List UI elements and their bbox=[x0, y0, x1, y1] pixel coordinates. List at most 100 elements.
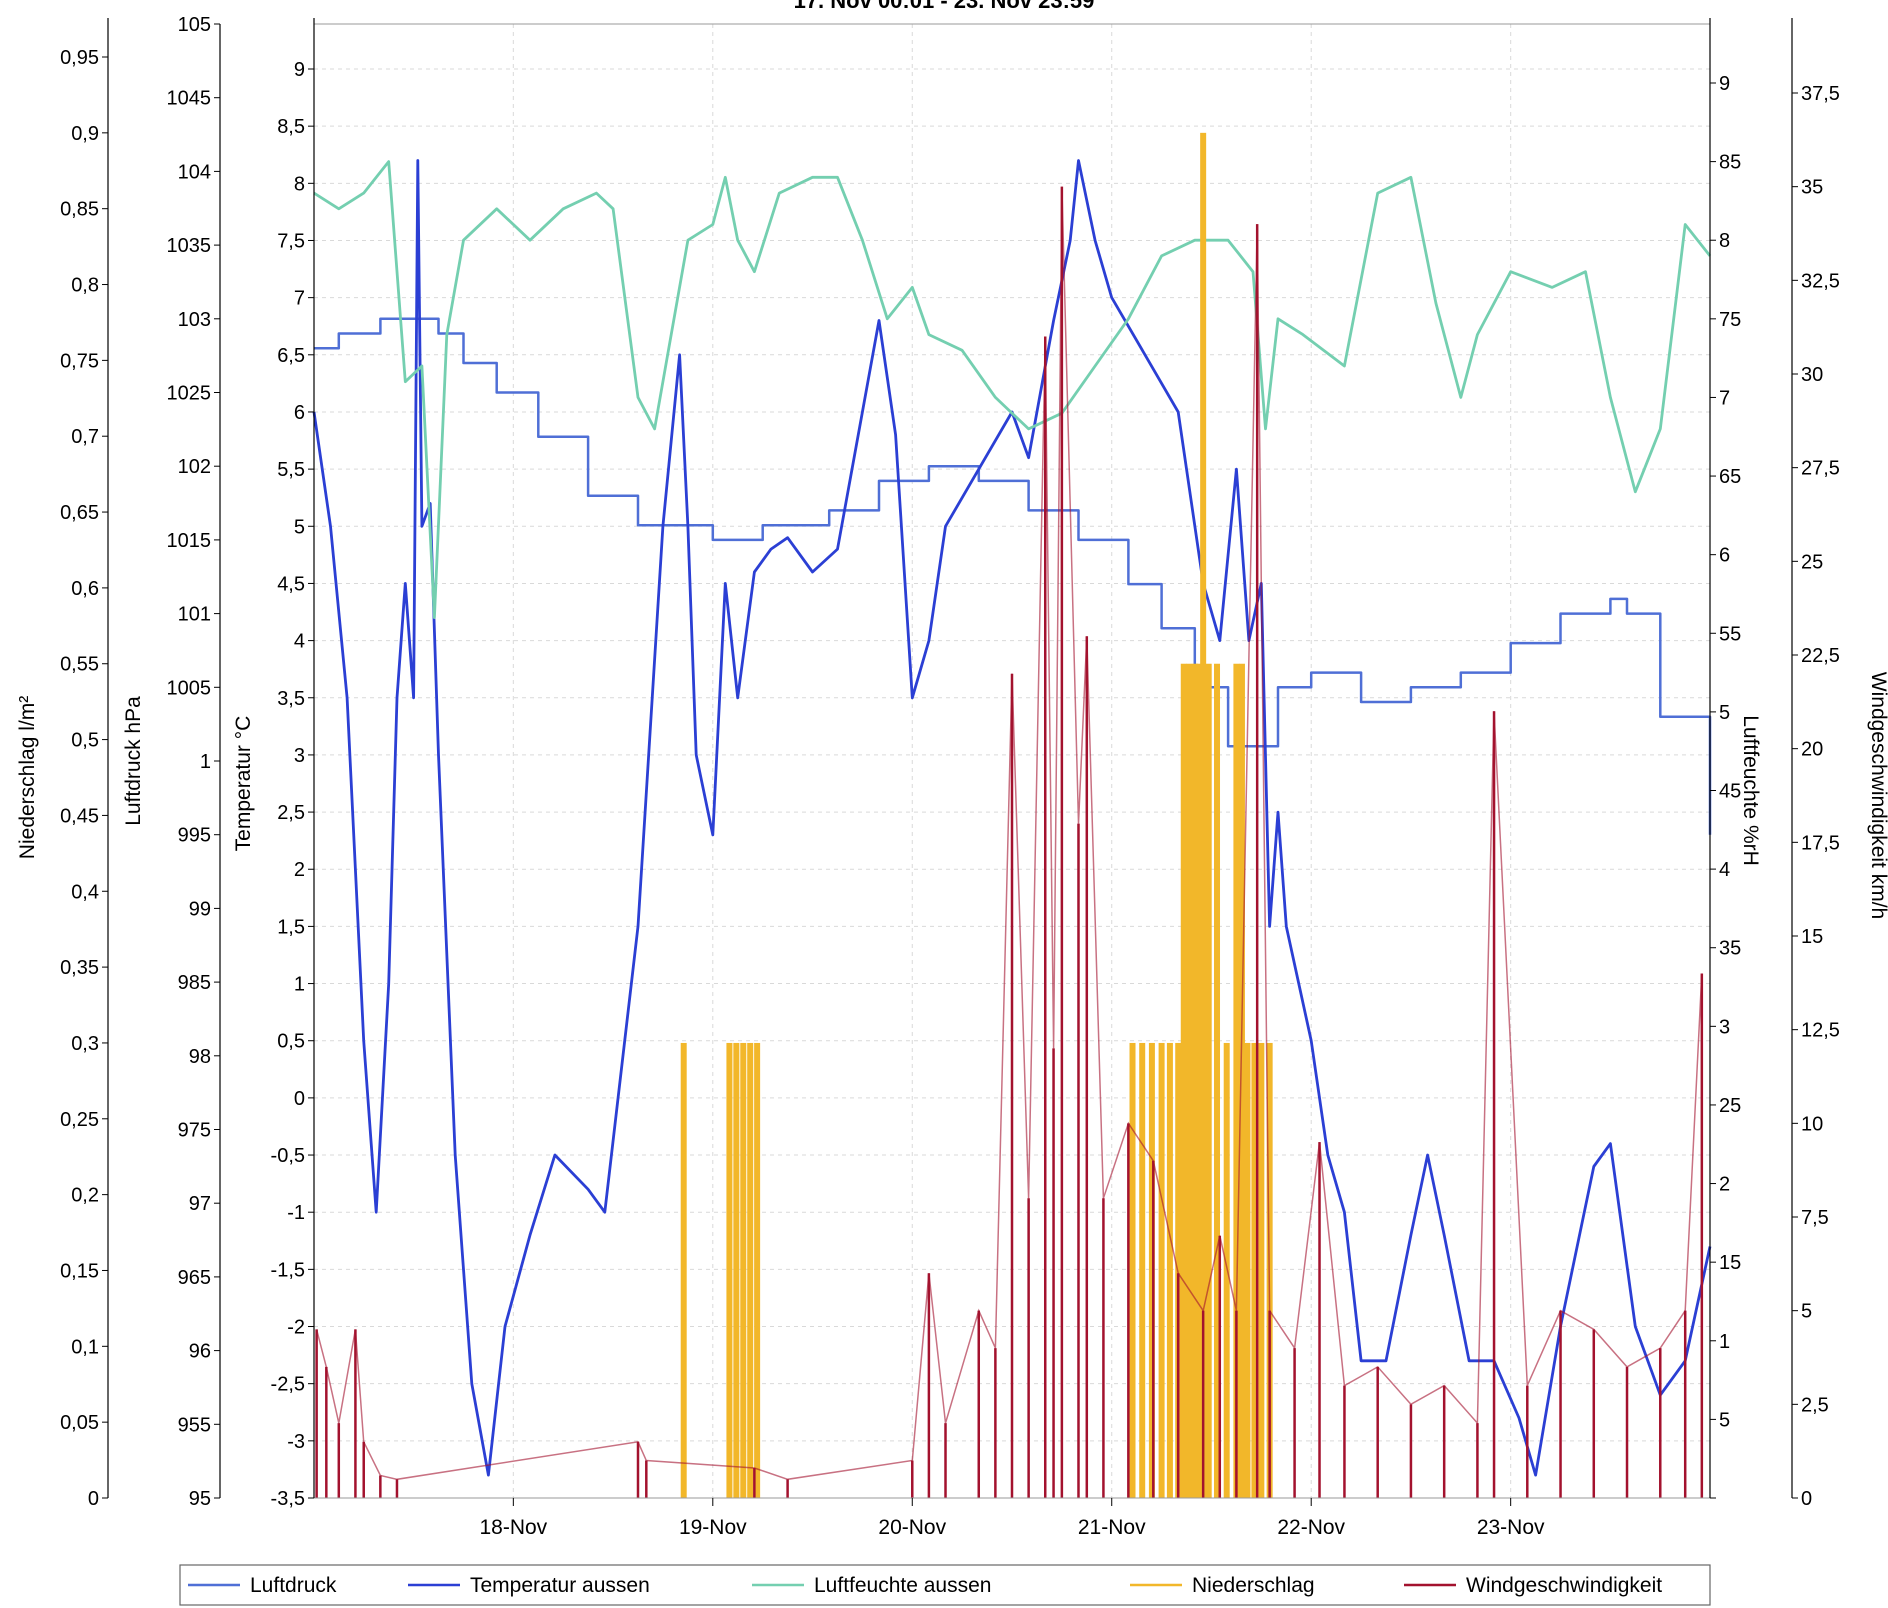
precip-bar bbox=[1158, 1042, 1165, 1498]
axis-tick-label-pressure: 104 bbox=[178, 161, 211, 183]
axis-tick-label-temp: 6,5 bbox=[277, 345, 305, 367]
axis-tick-label-humidity: 85 bbox=[1719, 152, 1741, 174]
axis-tick-label-pressure: 97 bbox=[189, 1193, 211, 1215]
axis-tick-label-precip: 0,5 bbox=[71, 730, 99, 752]
axis-tick-label-pressure: 99 bbox=[189, 898, 211, 920]
precip-bar bbox=[1148, 1042, 1155, 1498]
legend-label: Niederschlag bbox=[1192, 1574, 1315, 1597]
precip-bar bbox=[680, 1042, 687, 1498]
precip-bar bbox=[754, 1042, 761, 1498]
series-line bbox=[312, 159, 1712, 1477]
axis-tick-label-pressure: 98 bbox=[189, 1046, 211, 1068]
series-temperatur-aussen bbox=[312, 159, 1712, 1477]
precip-bar bbox=[1251, 1042, 1258, 1498]
x-axis: 18-Nov 19-Nov 20-Nov 21-Nov 22-Nov 23-Nov bbox=[479, 1498, 1545, 1539]
axis-tick-label-humidity: 5 bbox=[1719, 702, 1730, 724]
axis-tick-label-pressure: 103 bbox=[178, 309, 211, 331]
axis-tick-label-precip: 0,45 bbox=[60, 805, 99, 827]
precip-bar bbox=[1139, 1042, 1146, 1498]
legend: Luftdruck Temperatur aussen Luftfeuchte au… bbox=[179, 1564, 1711, 1606]
axis-tick-label-wind: 27,5 bbox=[1801, 458, 1840, 480]
axis-tick-label-pressure: 965 bbox=[178, 1267, 211, 1289]
axis-title-pressure: Luftdruck hPa bbox=[122, 696, 145, 826]
x-tick-label: 21-Nov bbox=[1078, 1516, 1146, 1539]
axis-tick-label-precip: 0,2 bbox=[71, 1185, 99, 1207]
axis-tick-label-precip: 0,65 bbox=[60, 502, 99, 524]
axis-title-humidity: Luftfeuchte %rH bbox=[1739, 715, 1762, 866]
axis-tick-label-wind: 30 bbox=[1801, 364, 1823, 386]
axis-tick-label-wind: 25 bbox=[1801, 551, 1823, 573]
axis-tick-label-pressure: 1025 bbox=[167, 383, 212, 405]
x-tick-label: 23-Nov bbox=[1477, 1516, 1545, 1539]
precip-bar bbox=[1214, 663, 1221, 1498]
precip-bar bbox=[1200, 132, 1207, 1499]
chart-title: 17. Nov 00:01 - 23. Nov 23:59 bbox=[794, 0, 1095, 13]
axis-tick-label-wind: 20 bbox=[1801, 739, 1823, 761]
axis-tick-label-humidity: 8 bbox=[1719, 230, 1730, 252]
axis-tick-label-precip: 0,15 bbox=[60, 1260, 99, 1282]
axis-tick-label-pressure: 95 bbox=[189, 1488, 211, 1510]
precip-bar bbox=[1186, 663, 1193, 1498]
axis-tick-label-humidity: 6 bbox=[1719, 545, 1730, 567]
axis-tick-label-wind: 32,5 bbox=[1801, 270, 1840, 292]
series-luftdruck bbox=[314, 317, 1712, 835]
precip-bar bbox=[1238, 663, 1245, 1498]
precip-bar bbox=[1233, 663, 1240, 1498]
axis-tick-label-pressure: 1015 bbox=[167, 530, 212, 552]
axis-tick-label-wind: 7,5 bbox=[1801, 1207, 1829, 1229]
precip-bar bbox=[726, 1042, 733, 1498]
axis-tick-label-temp: -1,5 bbox=[271, 1259, 305, 1281]
axis-tick-label-humidity: 35 bbox=[1719, 938, 1741, 960]
axis-tick-label-humidity: 55 bbox=[1719, 623, 1741, 645]
axis-tick-label-temp: 2 bbox=[294, 859, 305, 881]
axis-tick-label-precip: 0,3 bbox=[71, 1033, 99, 1055]
axis-title-wind: Windgeschwindigkeit km/h bbox=[1867, 672, 1888, 919]
axis-tick-label-temp: 6 bbox=[294, 402, 305, 424]
legend-label: Luftdruck bbox=[250, 1574, 337, 1597]
axis-tick-label-precip: 0,6 bbox=[71, 578, 99, 600]
axis-tick-label-temp: 7 bbox=[294, 288, 305, 310]
series-windgeschwindigkeit bbox=[315, 186, 1704, 1498]
axis-tick-label-pressure: 955 bbox=[178, 1414, 211, 1436]
axis-tick-label-temp: 9 bbox=[294, 59, 305, 81]
axis-tick-label-humidity: 4 bbox=[1719, 859, 1730, 881]
axis-tick-label-precip: 0,75 bbox=[60, 350, 99, 372]
wind-line bbox=[315, 186, 1703, 1481]
axis-tick-label-wind: 37,5 bbox=[1801, 83, 1840, 105]
axis-tick-label-pressure: 1005 bbox=[167, 677, 212, 699]
precip-bar bbox=[1166, 1042, 1173, 1498]
precip-bar bbox=[1191, 663, 1198, 1498]
series-line bbox=[314, 317, 1712, 835]
axis-tick-label-pressure: 1045 bbox=[167, 88, 212, 110]
axis-tick-label-wind: 5 bbox=[1801, 1301, 1812, 1323]
axis-tick-label-temp: 5,5 bbox=[277, 459, 305, 481]
axis-tick-label-humidity: 5 bbox=[1719, 1409, 1730, 1431]
precip-bar bbox=[1244, 1042, 1251, 1498]
axis-tick-label-wind: 0 bbox=[1801, 1488, 1812, 1510]
axis-tick-label-temp: -0,5 bbox=[271, 1145, 305, 1167]
axis-tick-label-humidity: 2 bbox=[1719, 1174, 1730, 1196]
precip-bar bbox=[747, 1042, 754, 1498]
legend-label: Luftfeuchte aussen bbox=[814, 1574, 991, 1597]
axes-layer: 00,050,10,150,20,250,30,350,40,450,50,55… bbox=[16, 14, 1888, 1510]
axis-tick-label-precip: 0,05 bbox=[60, 1412, 99, 1434]
axis-tick-label-precip: 0 bbox=[88, 1488, 99, 1510]
axis-tick-label-precip: 0,7 bbox=[71, 426, 99, 448]
axis-tick-label-pressure: 102 bbox=[178, 456, 211, 478]
axis-tick-label-precip: 0,4 bbox=[71, 881, 99, 903]
axis-tick-label-humidity: 45 bbox=[1719, 781, 1741, 803]
precip-bar bbox=[733, 1042, 740, 1498]
axis-tick-label-precip: 0,8 bbox=[71, 275, 99, 297]
axis-tick-label-temp: 1 bbox=[294, 974, 305, 996]
axis-tick-label-pressure: 101 bbox=[178, 604, 211, 626]
axis-tick-label-temp: 3 bbox=[294, 745, 305, 767]
axis-tick-label-temp: 0 bbox=[294, 1088, 305, 1110]
axis-tick-label-pressure: 96 bbox=[189, 1341, 211, 1363]
axis-tick-label-temp: -1 bbox=[287, 1202, 305, 1224]
axis-tick-label-temp: -2,5 bbox=[271, 1374, 305, 1396]
axis-tick-label-pressure: 1 bbox=[200, 751, 211, 773]
axis-tick-label-temp: -2 bbox=[287, 1317, 305, 1339]
x-tick-label: 19-Nov bbox=[679, 1516, 747, 1539]
series-luftfeuchte-aussen bbox=[313, 160, 1712, 619]
